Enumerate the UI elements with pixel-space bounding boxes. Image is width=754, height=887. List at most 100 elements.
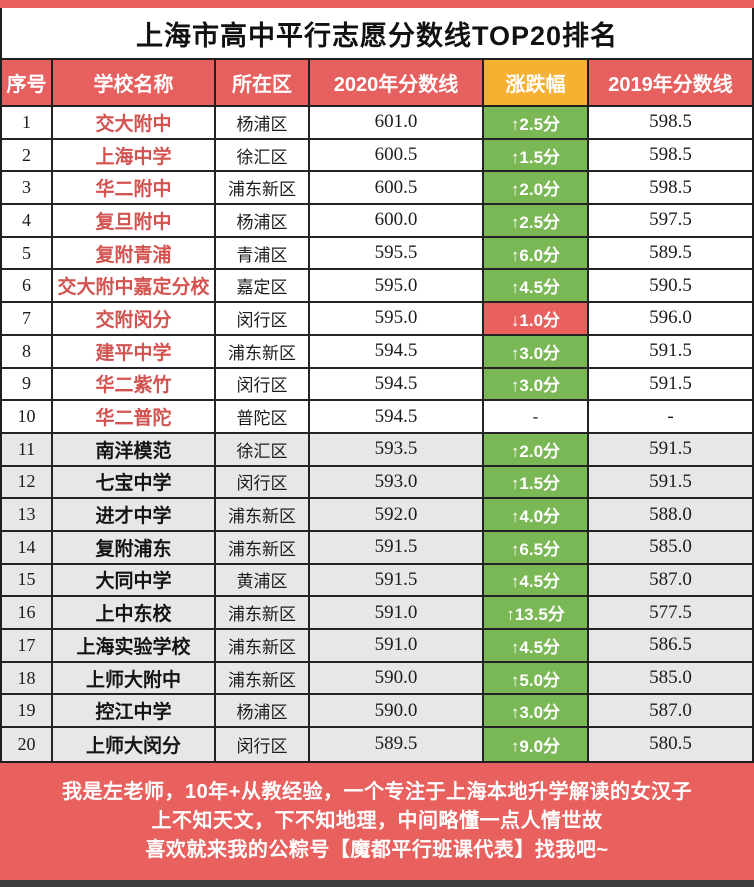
table-row: 18 上师大附中 浦东新区 590.0 ↑5.0分 585.0 [2, 662, 752, 696]
table-row: 7 交附闵分 闵行区 595.0 ↓1.0分 596.0 [2, 303, 752, 336]
school-name-cell: 上海中学 [53, 139, 216, 171]
table-row: 10 华二普陀 普陀区 594.5 - - [2, 401, 752, 434]
score-2019-cell: 597.5 [649, 209, 692, 231]
score-2020-cell: 594.5 [310, 368, 484, 400]
score-2020-cell: 601.0 [310, 107, 484, 138]
change-cell: ↑1.5分 [484, 139, 589, 171]
district-cell: 杨浦区 [216, 695, 310, 727]
score-2020-cell: 589.5 [310, 728, 484, 761]
header-score-2019: 2019年分数线 [589, 60, 752, 105]
footer-line-2: 上不知天文，下不知地理，中间略懂一点人情世故 [151, 810, 603, 833]
rank-cell: 4 [2, 205, 53, 236]
district-cell: 闵行区 [216, 368, 310, 400]
rank-cell: 17 [2, 630, 53, 661]
school-name-cell: 华二附中 [53, 172, 216, 204]
change-cell: ↑4.5分 [484, 270, 589, 302]
score-2020-cell: 592.0 [310, 499, 484, 530]
footer-line-1: 我是左老师，10年+从教经验，一个专注于上海本地升学解读的女汉子 [62, 781, 692, 804]
footer-banner: 我是左老师，10年+从教经验，一个专注于上海本地升学解读的女汉子 上不知天文，下… [0, 762, 754, 880]
score-2019-cell: 588.0 [649, 503, 692, 525]
change-cell: ↓1.0分 [484, 303, 589, 334]
score-2019-cell: 598.5 [649, 144, 692, 166]
score-2020-cell: 590.0 [310, 695, 484, 727]
district-cell: 杨浦区 [216, 205, 310, 236]
score-2019-cell: 591.5 [649, 470, 692, 492]
change-cell: ↑6.5分 [484, 531, 589, 563]
table-row: 14 复附浦东 浦东新区 591.5 ↑6.5分 585.0 [2, 531, 752, 565]
change-cell: ↑1.5分 [484, 466, 589, 498]
score-2020-cell: 591.0 [310, 597, 484, 628]
score-2020-cell: 593.5 [310, 433, 484, 465]
score-2019-cell: 598.5 [649, 111, 692, 133]
table-row: 4 复旦附中 杨浦区 600.0 ↑2.5分 597.5 [2, 205, 752, 238]
score-2019-cell: 598.5 [649, 176, 692, 198]
table-row: 2 上海中学 徐汇区 600.5 ↑1.5分 598.5 [2, 139, 752, 173]
rank-cell: 12 [2, 466, 53, 498]
table-row: 19 控江中学 杨浦区 590.0 ↑3.0分 587.0 [2, 695, 752, 729]
footer-line-3: 喜欢就来我的公粽号【魔都平行班课代表】找我吧~ [145, 839, 609, 862]
score-2019-cell: 591.5 [649, 438, 692, 460]
change-cell: ↑4.5分 [484, 564, 589, 596]
score-2019-cell: 589.5 [649, 242, 692, 264]
change-cell: ↑3.0分 [484, 368, 589, 400]
table-row: 8 建平中学 浦东新区 594.5 ↑3.0分 591.5 [2, 335, 752, 369]
ranking-table-panel: 上海市高中平行志愿分数线TOP20排名 序号 学校名称 所在区 2020年分数线… [0, 8, 754, 763]
district-cell: 闵行区 [216, 466, 310, 498]
district-cell: 徐汇区 [216, 433, 310, 465]
score-2020-cell: 600.0 [310, 205, 484, 236]
school-name-cell: 复附浦东 [53, 531, 216, 563]
rank-cell: 15 [2, 564, 53, 596]
change-cell: ↑2.0分 [484, 172, 589, 204]
rank-cell: 1 [2, 107, 53, 138]
school-name-cell: 交附闵分 [53, 303, 216, 334]
table-row: 13 进才中学 浦东新区 592.0 ↑4.0分 588.0 [2, 499, 752, 532]
score-2020-cell: 591.5 [310, 531, 484, 563]
rank-cell: 19 [2, 695, 53, 727]
change-cell: ↑2.0分 [484, 433, 589, 465]
table-row: 15 大同中学 黄浦区 591.5 ↑4.5分 587.0 [2, 564, 752, 598]
school-name-cell: 七宝中学 [53, 466, 216, 498]
district-cell: 浦东新区 [216, 335, 310, 367]
rank-cell: 18 [2, 662, 53, 694]
bottom-dark-strip [0, 879, 754, 887]
district-cell: 黄浦区 [216, 564, 310, 596]
district-cell: 杨浦区 [216, 107, 310, 138]
rank-cell: 3 [2, 172, 53, 204]
rank-cell: 11 [2, 433, 53, 465]
score-2020-cell: 600.5 [310, 139, 484, 171]
rank-cell: 14 [2, 531, 53, 563]
table-row: 5 复附青浦 青浦区 595.5 ↑6.0分 589.5 [2, 237, 752, 271]
change-cell: ↑6.0分 [484, 237, 589, 269]
header-score-2020: 2020年分数线 [310, 60, 484, 105]
table-row: 9 华二紫竹 闵行区 594.5 ↑3.0分 591.5 [2, 368, 752, 402]
district-cell: 浦东新区 [216, 630, 310, 661]
table-row: 12 七宝中学 闵行区 593.0 ↑1.5分 591.5 [2, 466, 752, 500]
rank-cell: 10 [2, 401, 53, 432]
score-2019-cell: 586.5 [649, 634, 692, 656]
table-body: 1 交大附中 杨浦区 601.0 ↑2.5分 598.5 2 上海中学 徐汇区 … [2, 107, 752, 761]
table-row: 16 上中东校 浦东新区 591.0 ↑13.5分 577.5 [2, 597, 752, 630]
district-cell: 浦东新区 [216, 531, 310, 563]
table-row: 6 交大附中嘉定分校 嘉定区 595.0 ↑4.5分 590.5 [2, 270, 752, 304]
table-row: 3 华二附中 浦东新区 600.5 ↑2.0分 598.5 [2, 172, 752, 206]
district-cell: 嘉定区 [216, 270, 310, 302]
rank-cell: 2 [2, 139, 53, 171]
table-row: 11 南洋模范 徐汇区 593.5 ↑2.0分 591.5 [2, 433, 752, 467]
change-cell: ↑9.0分 [484, 728, 589, 761]
district-cell: 闵行区 [216, 728, 310, 761]
score-2020-cell: 591.0 [310, 630, 484, 661]
table-row: 1 交大附中 杨浦区 601.0 ↑2.5分 598.5 [2, 107, 752, 140]
district-cell: 普陀区 [216, 401, 310, 432]
school-name-cell: 建平中学 [53, 335, 216, 367]
rank-cell: 16 [2, 597, 53, 628]
district-cell: 徐汇区 [216, 139, 310, 171]
district-cell: 浦东新区 [216, 499, 310, 530]
score-2020-cell: 594.5 [310, 401, 484, 432]
rank-cell: 5 [2, 237, 53, 269]
score-2020-cell: 594.5 [310, 335, 484, 367]
change-cell: ↑2.5分 [484, 205, 589, 236]
score-2019-cell: - [667, 405, 674, 427]
score-2019-cell: 585.0 [649, 536, 692, 558]
change-cell: ↑3.0分 [484, 695, 589, 727]
change-cell: ↑13.5分 [484, 597, 589, 628]
